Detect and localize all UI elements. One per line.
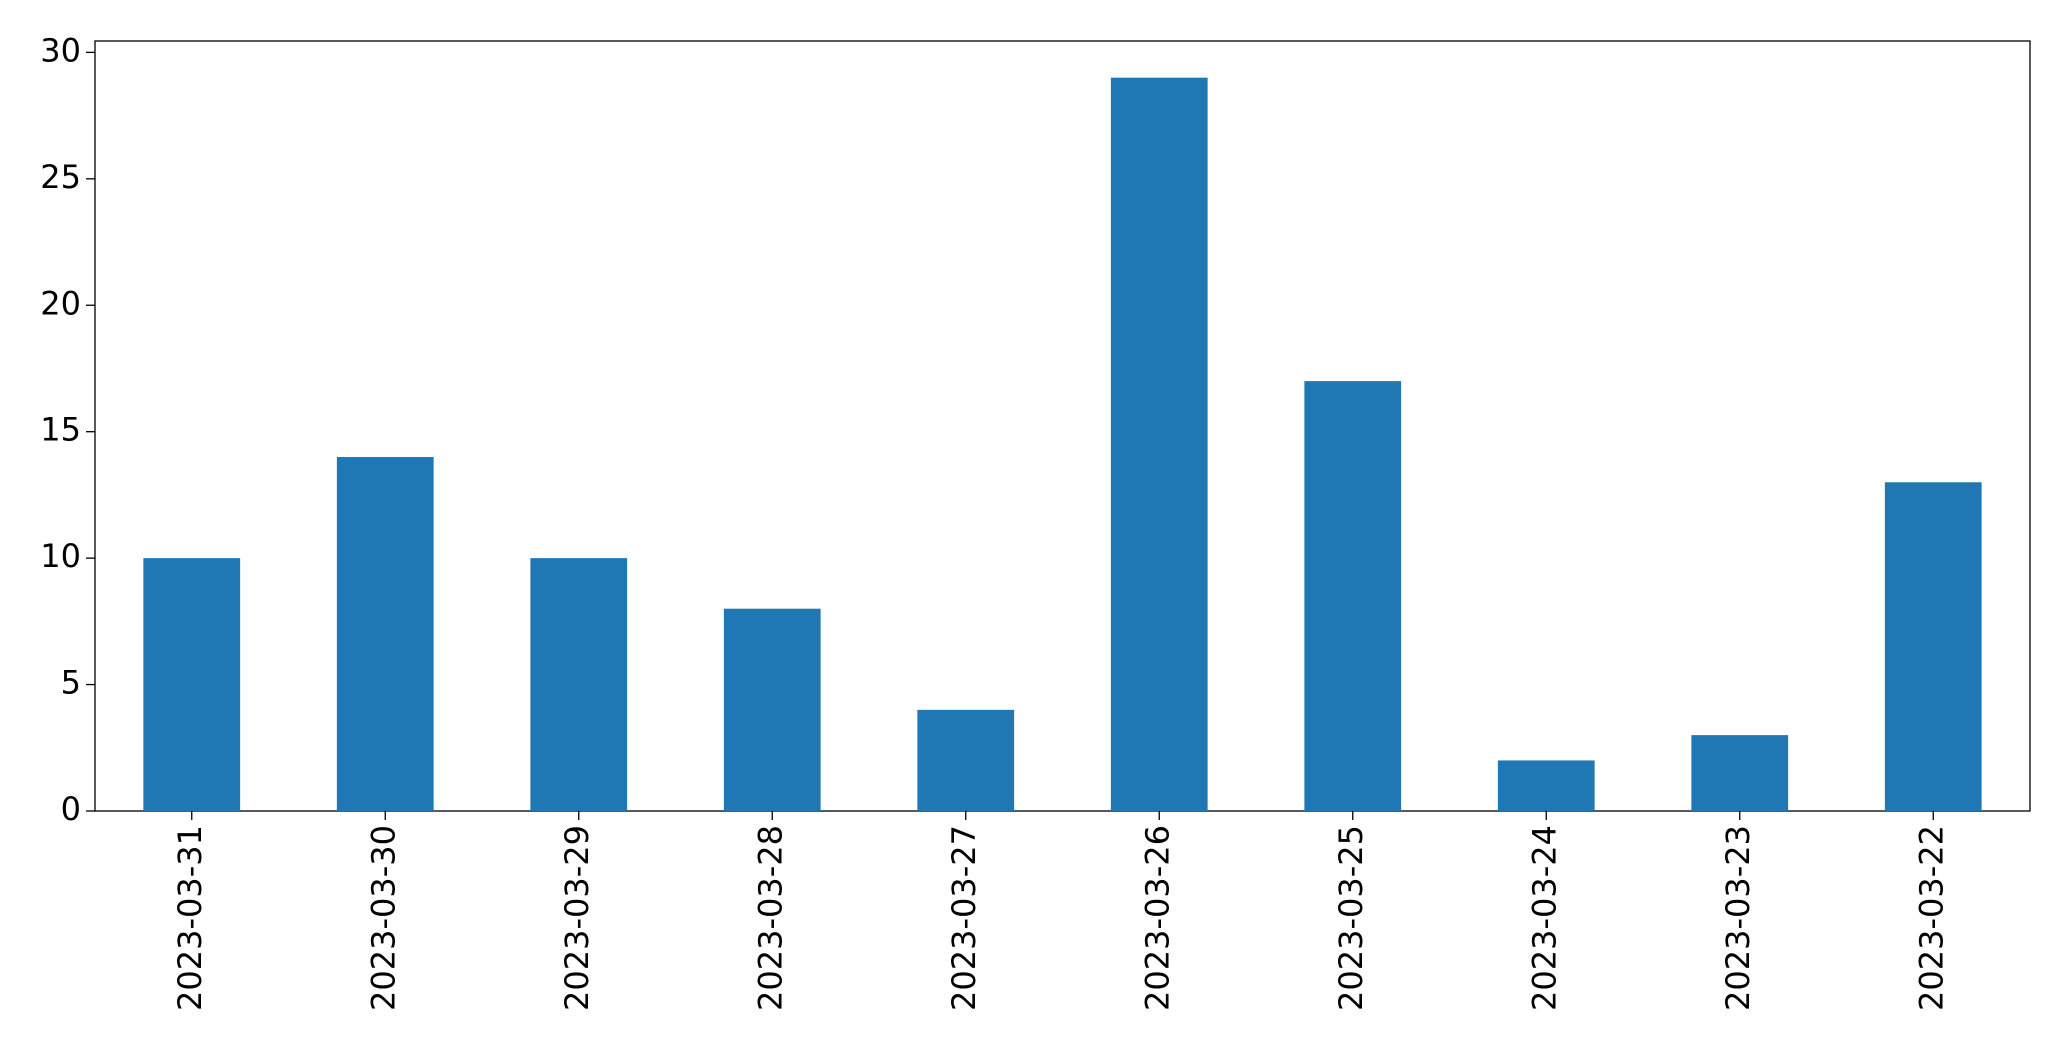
x-tick-label: 2023-03-25 <box>1332 825 1370 1011</box>
bar <box>1304 381 1402 811</box>
bar <box>1691 735 1789 811</box>
x-tick-label: 2023-03-22 <box>1912 825 1950 1011</box>
bar <box>336 456 434 811</box>
bar <box>1884 482 1982 811</box>
bar <box>917 709 1015 811</box>
y-tick-label: 30 <box>40 31 81 69</box>
y-tick-label: 25 <box>40 158 81 196</box>
x-tick-label: 2023-03-30 <box>364 825 402 1011</box>
y-tick-label: 5 <box>61 664 81 702</box>
x-tick-label: 2023-03-24 <box>1525 825 1563 1011</box>
x-tick-label: 2023-03-29 <box>558 825 596 1011</box>
x-tick-label: 2023-03-23 <box>1719 825 1757 1011</box>
y-tick-label: 10 <box>40 537 81 575</box>
bar <box>1497 760 1595 811</box>
x-tick-label: 2023-03-26 <box>1138 825 1176 1011</box>
y-tick-label: 20 <box>40 284 81 322</box>
x-tick-label: 2023-03-31 <box>171 825 209 1011</box>
y-tick-label: 0 <box>61 790 81 828</box>
bar <box>1110 77 1208 811</box>
x-tick-label: 2023-03-28 <box>751 825 789 1011</box>
bar <box>530 558 628 811</box>
y-tick-label: 15 <box>40 411 81 449</box>
bar <box>143 558 241 811</box>
x-tick-label: 2023-03-27 <box>945 825 983 1011</box>
plot-frame <box>94 40 2031 812</box>
bar <box>723 608 821 811</box>
